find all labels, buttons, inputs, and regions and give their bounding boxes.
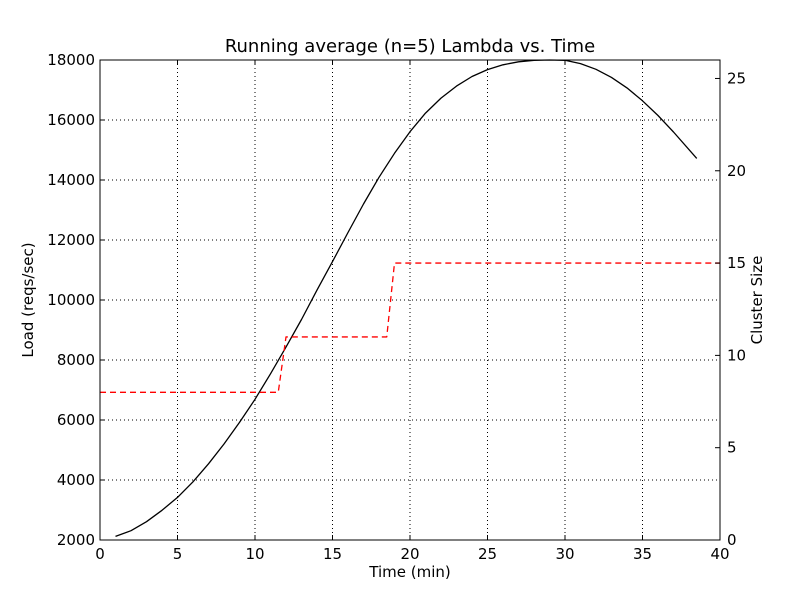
ticks: 0 5 10 15 20 25 30 35 40 2000 4000 6000 8000 10000 120… bbox=[47, 51, 746, 563]
y-tick-label: 14000 bbox=[47, 171, 95, 189]
x-tick-label: 30 bbox=[555, 545, 574, 563]
x-tick-label: 0 bbox=[95, 545, 105, 563]
y-tick-label: 8000 bbox=[57, 351, 95, 369]
x-tick-label: 35 bbox=[633, 545, 652, 563]
x-tick-label: 10 bbox=[245, 545, 264, 563]
y-tick-label: 18000 bbox=[47, 51, 95, 69]
x-tick-label: 5 bbox=[173, 545, 183, 563]
x-tick-label: 40 bbox=[710, 545, 729, 563]
y-tick-label: 10000 bbox=[47, 291, 95, 309]
x-axis-title: Time (min) bbox=[368, 563, 450, 581]
y2-tick-label: 0 bbox=[727, 531, 737, 549]
grid bbox=[100, 60, 720, 540]
x-tick-label: 25 bbox=[478, 545, 497, 563]
y2-tick-label: 10 bbox=[727, 346, 746, 364]
y-axis-title: Load (reqs/sec) bbox=[19, 242, 37, 357]
y-tick-label: 4000 bbox=[57, 471, 95, 489]
y2-tick-label: 5 bbox=[727, 439, 737, 457]
y-tick-label: 6000 bbox=[57, 411, 95, 429]
x-tick-label: 15 bbox=[323, 545, 342, 563]
y-tick-label: 12000 bbox=[47, 231, 95, 249]
y-tick-label: 16000 bbox=[47, 111, 95, 129]
x-tick-label: 20 bbox=[400, 545, 419, 563]
y2-tick-label: 15 bbox=[727, 254, 746, 272]
cluster-size-line bbox=[100, 262, 720, 393]
y2-tick-label: 20 bbox=[727, 162, 746, 180]
y-tick-label: 2000 bbox=[57, 531, 95, 549]
series-layer bbox=[100, 59, 720, 538]
y2-axis-title: Cluster Size bbox=[748, 256, 766, 345]
y2-tick-label: 25 bbox=[727, 69, 746, 87]
chart-title: Running average (n=5) Lambda vs. Time bbox=[225, 36, 595, 57]
load-line bbox=[115, 59, 698, 538]
